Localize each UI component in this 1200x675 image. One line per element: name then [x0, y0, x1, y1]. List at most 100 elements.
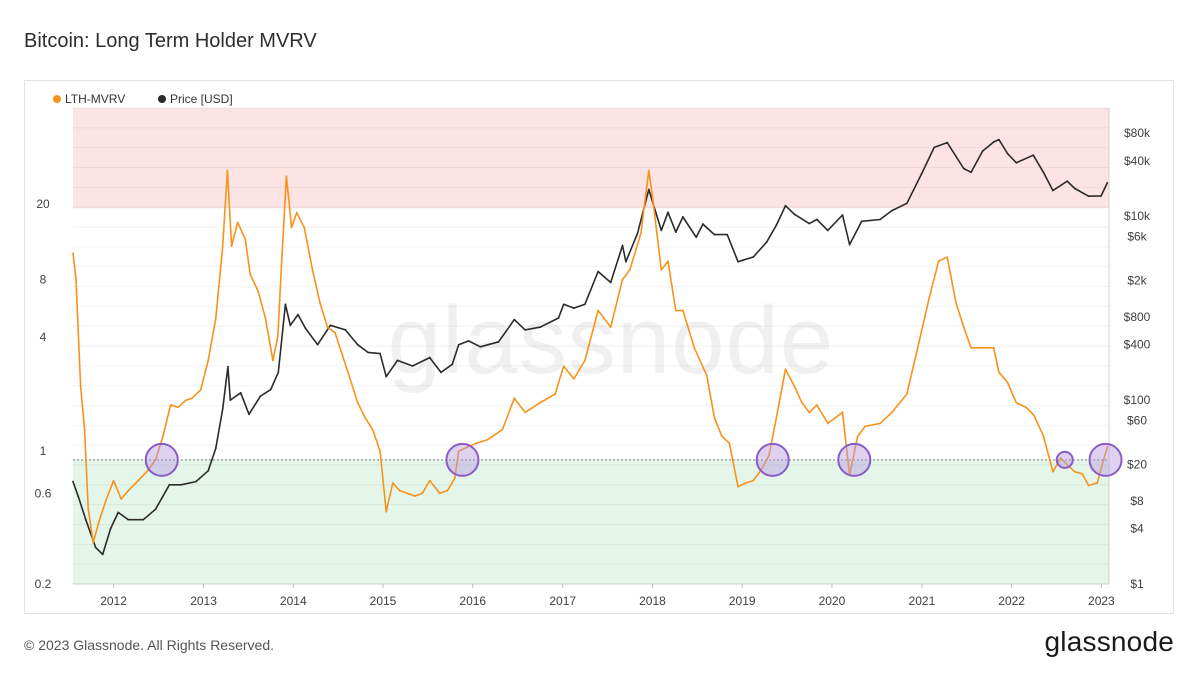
price-point [737, 260, 739, 263]
lth-mvrv-point [1015, 401, 1018, 404]
lth-mvrv-point [79, 385, 82, 388]
band-lower [73, 459, 1109, 584]
right-tick-label: $8 [1130, 494, 1144, 508]
lth-mvrv-point [937, 260, 940, 263]
price-point [562, 303, 565, 306]
legend[interactable]: LTH-MVRV Price [USD] [53, 92, 233, 106]
lth-mvrv-point [226, 169, 229, 172]
lth-mvrv-point [1042, 435, 1045, 438]
lth-mvrv-point [249, 273, 252, 276]
price-point [379, 352, 381, 355]
lth-mvrv-point [191, 397, 193, 400]
left-tick-label: 0.2 [35, 577, 52, 591]
lth-mvrv-point [916, 346, 919, 349]
lth-mvrv-point [784, 368, 787, 371]
price-point [214, 447, 217, 450]
lth-mvrv-point [438, 492, 441, 495]
lth-mvrv-point [793, 385, 796, 388]
price-point [660, 229, 663, 232]
lth-mvrv-point [371, 428, 374, 431]
price-point [701, 223, 704, 225]
lth-mvrv-point [112, 479, 115, 482]
price-point [84, 518, 87, 521]
lth-mvrv-point [428, 479, 431, 482]
lth-mvrv-point [841, 411, 844, 414]
highlight-marker [837, 442, 872, 477]
price-point [597, 270, 600, 273]
price-series [72, 138, 1109, 556]
lth-mvrv-point [1032, 414, 1035, 416]
glassnode-logo[interactable]: glassnode [1044, 626, 1174, 657]
price-point [647, 188, 650, 191]
price-point [304, 327, 307, 330]
lth-mvrv-point [997, 371, 1000, 374]
lth-mvrv-point [775, 416, 778, 419]
x-tick-label: 2021 [909, 594, 936, 608]
gridlines [73, 107, 1110, 585]
zone-bands [73, 108, 1109, 584]
lth-mvrv-point [453, 477, 456, 480]
lth-mvrv-point [135, 482, 137, 484]
x-tick-label: 2023 [1088, 594, 1115, 608]
price-point [920, 172, 923, 175]
price-point [726, 233, 729, 236]
lth-mvrv-point [891, 411, 893, 414]
lth-mvrv-point [572, 378, 575, 380]
x-tick-label: 2013 [190, 594, 217, 608]
lth-mvrv-point [752, 479, 755, 482]
lth-mvrv-point [1103, 454, 1106, 457]
lth-mvrv-point [1106, 446, 1109, 449]
lth-mvrv-point [583, 359, 586, 362]
price-point [970, 171, 972, 174]
left-tick-label: 8 [40, 273, 47, 287]
lth-mvrv-point [667, 260, 669, 263]
price-point [248, 413, 250, 416]
lth-mvrv-point [674, 309, 677, 312]
lth-mvrv-point [244, 238, 247, 241]
lth-mvrv-point [154, 458, 157, 461]
price-point [583, 303, 586, 306]
right-tick-label: $20 [1127, 457, 1147, 471]
price-point [1073, 187, 1076, 190]
price-point [457, 343, 460, 346]
lth-mvrv-point [539, 401, 542, 404]
price-point [269, 388, 272, 391]
lth-mvrv-point [955, 302, 957, 305]
lth-mvrv-series [72, 169, 1109, 544]
price-point [229, 399, 232, 401]
price-point [997, 138, 1000, 141]
lth-mvrv-point [97, 521, 100, 524]
legend-price-dot [158, 95, 166, 103]
lth-mvrv-point [737, 485, 739, 488]
lth-mvrv-point [169, 404, 172, 406]
lth-mvrv-point [808, 411, 811, 414]
lth-mvrv-point [92, 541, 95, 544]
left-tick-label: 1 [40, 444, 47, 458]
price-point [479, 345, 482, 348]
lth-mvrv-point [1073, 470, 1076, 473]
price-point [1015, 161, 1018, 164]
lth-mvrv-point [597, 309, 600, 312]
price-point [428, 356, 431, 359]
page-title: Bitcoin: Long Term Holder MVRV [24, 30, 317, 52]
lth-mvrv-point [264, 317, 267, 320]
price-point [367, 351, 369, 354]
right-tick-label: $6k [1127, 230, 1147, 244]
lth-mvrv-point [290, 226, 293, 229]
x-tick-label: 2019 [729, 594, 756, 608]
lth-mvrv-point [856, 435, 859, 438]
highlight-markers [144, 442, 1123, 477]
lth-mvrv-point [744, 482, 747, 484]
lth-mvrv-point [970, 346, 972, 349]
legend-price-label: Price [USD] [170, 92, 233, 106]
lth-mvrv-point [145, 470, 148, 473]
lth-mvrv-point [728, 442, 731, 445]
price-point [695, 236, 698, 239]
right-tick-label: $40k [1124, 154, 1151, 168]
x-tick-label: 2018 [639, 594, 666, 608]
price-point [1066, 180, 1069, 183]
lth-mvrv-point [199, 389, 202, 391]
lth-mvrv-point [83, 428, 86, 431]
price-point [524, 328, 527, 331]
x-tick-label: 2014 [280, 594, 307, 608]
